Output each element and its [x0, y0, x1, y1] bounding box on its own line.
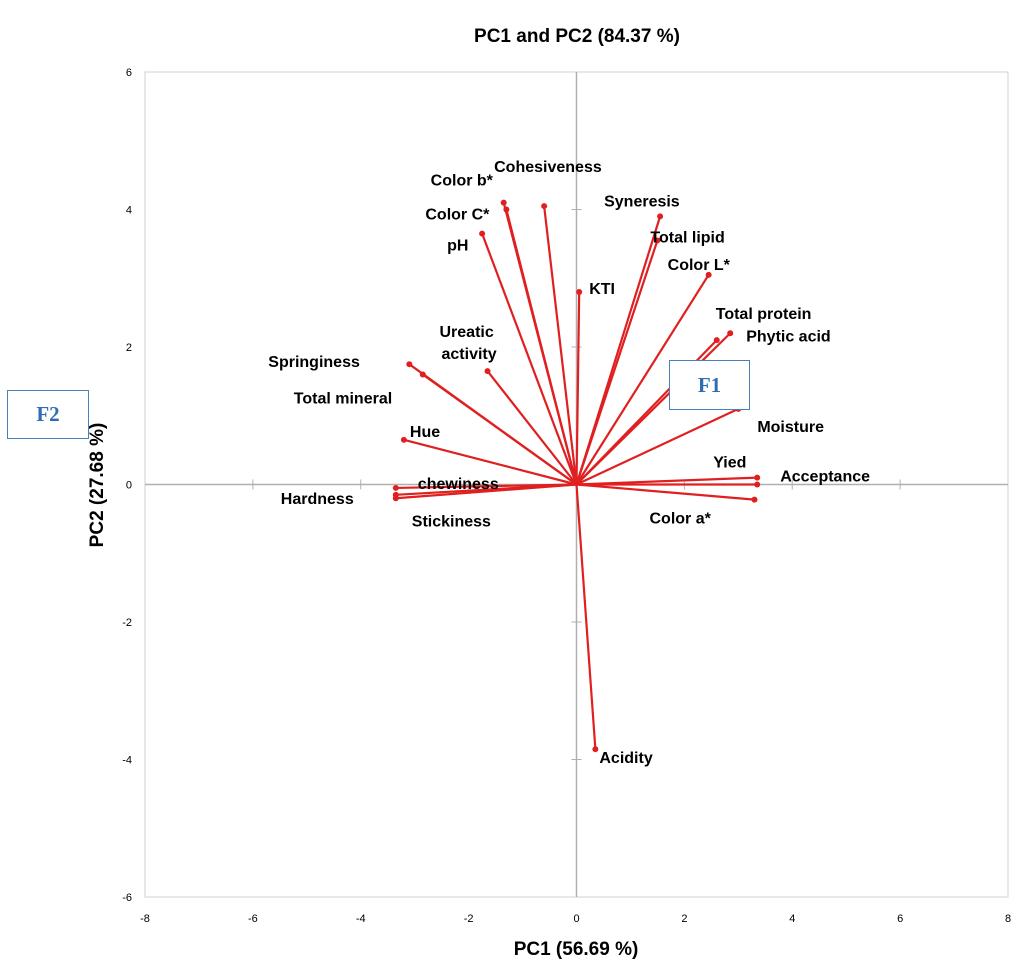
x-tick-label: 2 — [681, 913, 687, 925]
vector-label-color-c: Color C* — [425, 207, 490, 224]
x-axis-title: PC1 (56.69 %) — [514, 939, 639, 960]
vector-tip-phytic-acid — [727, 330, 734, 337]
vector-tip-ph — [479, 230, 486, 237]
callout-f2: F2 — [7, 390, 89, 439]
vector-label-hardness: Hardness — [281, 491, 354, 508]
vector-yied — [576, 476, 758, 486]
y-tick-label: 6 — [126, 67, 132, 79]
vector-moisture — [576, 407, 739, 486]
vector-phytic-acid — [575, 332, 731, 486]
vector-label-kti: KTI — [589, 281, 615, 298]
vector-tip-total-lipid — [654, 237, 661, 244]
vector-label-stickiness: Stickiness — [412, 513, 491, 530]
vector-color-c — [505, 209, 578, 485]
y-axis-title: PC2 (27.68 %) — [87, 423, 108, 548]
vector-tip-total-protein — [713, 337, 720, 344]
vector-stickiness — [395, 483, 577, 500]
vector-tip-springiness — [406, 361, 413, 368]
vector-tip-syneresis — [657, 213, 664, 220]
vector-tip-chewiness — [392, 484, 399, 491]
vector-label-total-protein: Total protein — [716, 306, 812, 323]
vector-label-acceptance: Acceptance — [780, 469, 870, 486]
vector-total-lipid — [575, 240, 659, 485]
vector-tip-yied — [754, 474, 761, 481]
vector-chewiness — [395, 483, 577, 490]
y-tick-label: -4 — [122, 755, 132, 767]
x-tick-label: -8 — [140, 913, 150, 925]
vector-kti — [575, 291, 581, 485]
vector-tip-color-c — [503, 206, 510, 213]
vector-label-hue: Hue — [410, 424, 440, 441]
vector-label-ureatic-activity: Ureatic activity — [440, 324, 497, 363]
vector-color-a — [576, 483, 755, 501]
vector-label-springiness: Springiness — [268, 354, 360, 371]
chart-title: PC1 and PC2 (84.37 %) — [474, 26, 680, 47]
vector-tip-color-b — [500, 199, 507, 206]
vector-tip-acceptance — [754, 481, 761, 488]
vector-label-color-a: Color a* — [649, 511, 711, 528]
y-tick-label: 0 — [126, 480, 132, 492]
x-tick-label: -2 — [464, 913, 474, 925]
vector-label-chewiness: chewiness — [418, 476, 499, 493]
y-tick-label: 2 — [126, 342, 132, 354]
vector-total-mineral — [422, 373, 578, 486]
vector-tip-hue — [400, 436, 407, 443]
tick-labels: -8 -6 -4 -2 0 2 4 6 8 -6 -4 -2 0 2 4 6 — [122, 67, 1011, 925]
vector-hue — [403, 438, 577, 486]
vector-label-syneresis: Syneresis — [604, 193, 680, 210]
vector-label-total-mineral: Total mineral — [294, 391, 392, 408]
x-tick-label: -4 — [356, 913, 366, 925]
vector-color-l — [575, 274, 710, 486]
x-tick-label: 0 — [573, 913, 579, 925]
vector-tip-ureatic-activity — [484, 368, 491, 375]
callout-f1: F1 — [669, 360, 750, 410]
vector-label-phytic-acid: Phytic acid — [746, 328, 830, 345]
vector-tip-stickiness — [392, 495, 399, 502]
vector-ureatic-activity — [486, 370, 578, 486]
vector-label-cohesiveness: Cohesiveness — [494, 159, 602, 176]
vector-ph — [481, 233, 578, 485]
y-tick-label: -2 — [122, 617, 132, 629]
vector-tip-acidity — [592, 746, 599, 753]
vector-label-ph: pH — [447, 238, 468, 255]
vector-acidity — [575, 484, 597, 750]
vector-label-total-lipid: Total lipid — [650, 229, 724, 246]
vector-label-color-b: Color b* — [431, 173, 494, 190]
y-tick-label: -6 — [122, 892, 132, 904]
vector-label-yied: Yied — [713, 455, 746, 472]
loading-vectors — [392, 199, 761, 753]
vector-label-acidity: Acidity — [599, 750, 652, 767]
x-tick-label: 4 — [789, 913, 795, 925]
x-tick-label: 8 — [1005, 913, 1011, 925]
vector-label-moisture: Moisture — [757, 419, 824, 436]
vector-tip-kti — [576, 289, 583, 295]
vector-cohesiveness — [543, 205, 578, 485]
vector-tip-color-a — [751, 496, 758, 503]
x-tick-label: 6 — [897, 913, 903, 925]
y-tick-label: 4 — [126, 205, 132, 217]
x-tick-label: -6 — [248, 913, 258, 925]
vector-label-color-l: Color L* — [668, 257, 731, 274]
vector-tip-cohesiveness — [541, 203, 548, 210]
vector-tip-total-mineral — [419, 371, 426, 378]
vector-tip-color-l — [705, 271, 712, 278]
